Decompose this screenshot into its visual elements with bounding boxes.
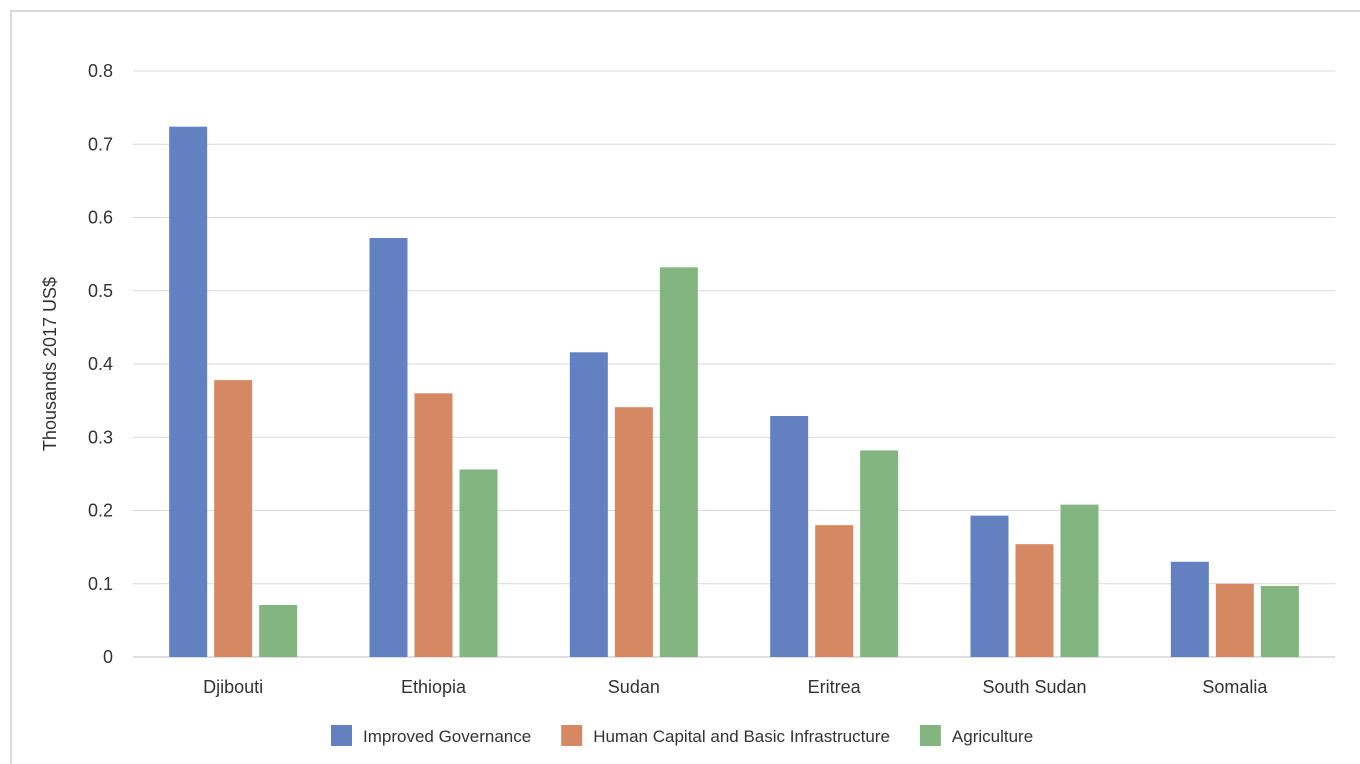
legend-label: Improved Governance <box>363 727 531 746</box>
bar <box>970 515 1009 657</box>
bar <box>169 126 208 658</box>
x-category-label: Sudan <box>608 677 660 697</box>
y-tick-label: 0.7 <box>88 134 113 154</box>
y-tick-label: 0.1 <box>88 574 113 594</box>
legend-label: Human Capital and Basic Infrastructure <box>593 727 890 746</box>
bar <box>1215 583 1254 657</box>
bar <box>214 380 253 657</box>
bar <box>1060 504 1099 657</box>
x-axis-categories: Djibouti Ethiopia Sudan Eritrea South Sudan S… <box>203 677 1268 697</box>
y-tick-label: 0 <box>103 647 113 667</box>
bars <box>169 126 1299 658</box>
bar <box>860 450 899 657</box>
grid-lines <box>133 70 1335 658</box>
bar <box>614 407 653 657</box>
bar <box>414 393 453 657</box>
x-category-label: Ethiopia <box>401 677 467 697</box>
bar <box>569 352 608 657</box>
legend: Improved Governance Human Capital and Bas… <box>331 725 1033 746</box>
bar <box>1170 561 1209 657</box>
bar <box>815 525 854 657</box>
bar <box>1260 585 1299 657</box>
bar <box>459 469 498 657</box>
y-tick-label: 0.2 <box>88 501 113 521</box>
x-category-label: Somalia <box>1202 677 1268 697</box>
y-axis-label: Thousands 2017 US$ <box>40 277 60 451</box>
legend-label: Agriculture <box>952 727 1033 746</box>
bar <box>369 238 408 657</box>
y-tick-label: 0.3 <box>88 427 113 447</box>
y-tick-label: 0.4 <box>88 354 113 374</box>
x-category-label: South Sudan <box>982 677 1086 697</box>
bar <box>659 267 698 657</box>
bar <box>1015 544 1054 657</box>
y-axis-ticks: 0 0.1 0.2 0.3 0.4 0.5 0.6 0.7 0.8 <box>88 61 113 667</box>
x-category-label: Eritrea <box>808 677 862 697</box>
y-tick-label: 0.8 <box>88 61 113 81</box>
bar <box>770 416 809 657</box>
y-tick-label: 0.6 <box>88 208 113 228</box>
legend-swatch <box>561 725 583 746</box>
x-category-label: Djibouti <box>203 677 263 697</box>
y-tick-label: 0.5 <box>88 281 113 301</box>
legend-swatch <box>331 725 352 746</box>
bar <box>259 604 298 657</box>
legend-swatch <box>919 725 941 746</box>
